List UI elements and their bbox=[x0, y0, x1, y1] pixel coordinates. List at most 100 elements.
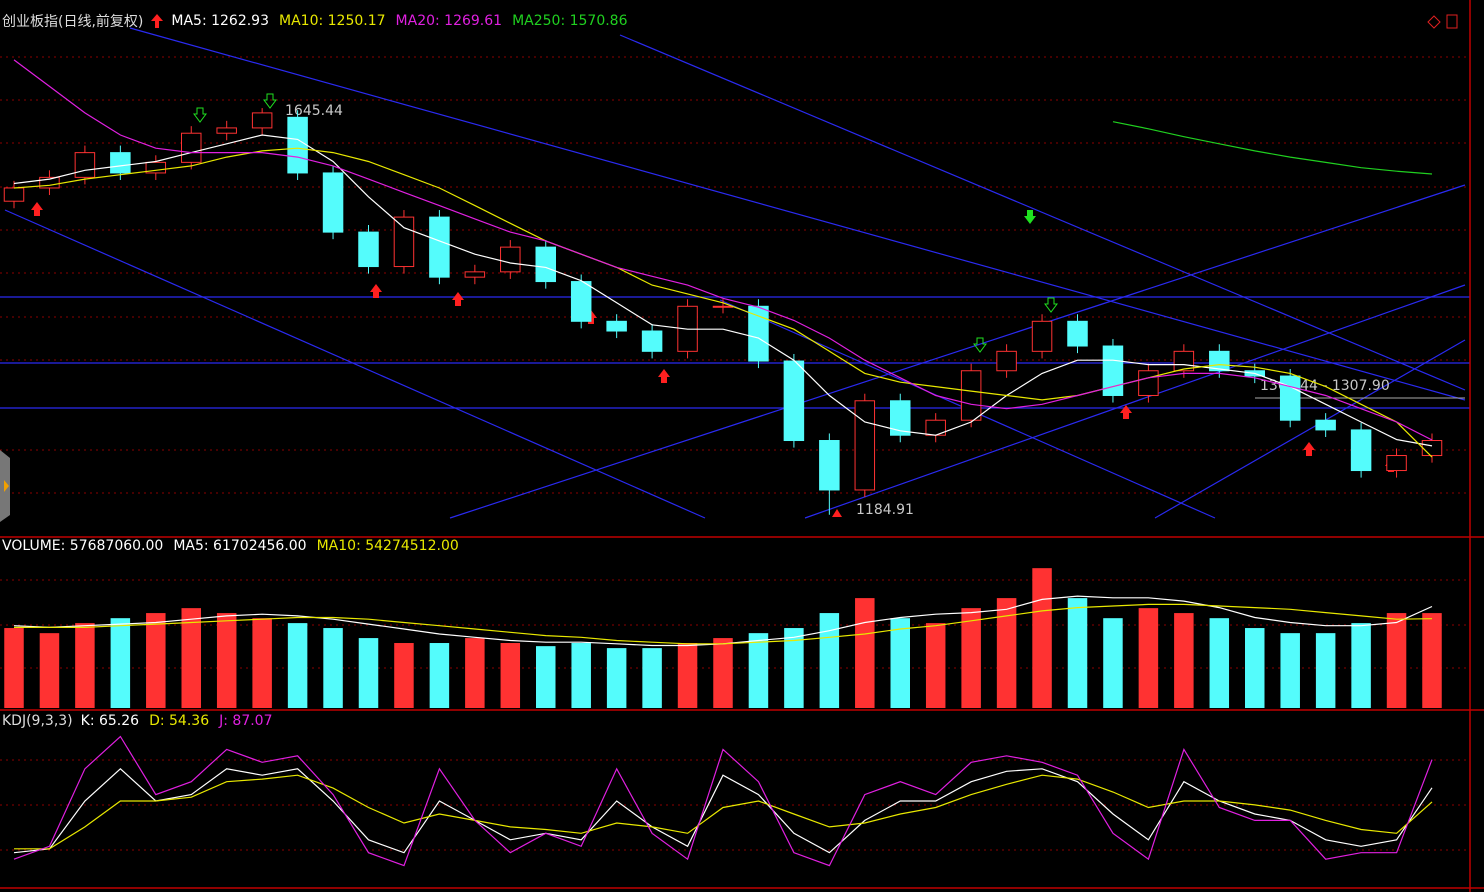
volume-bar bbox=[216, 613, 237, 708]
up-arrow-icon bbox=[151, 14, 164, 28]
volume-bar bbox=[1209, 618, 1230, 708]
line-series bbox=[14, 603, 1433, 645]
annotation: 1184.91 bbox=[856, 502, 914, 518]
candle-body bbox=[1386, 455, 1407, 472]
legend-entry: K: 65.26 bbox=[80, 713, 140, 729]
candle-body bbox=[181, 132, 202, 163]
candle-body bbox=[1173, 350, 1195, 372]
legend: K: 65.26 D: 54.36 J: 87.07 bbox=[81, 713, 273, 729]
side-tab-arrow bbox=[4, 480, 9, 492]
layout bbox=[0, 56, 1470, 851]
legend-entry: MA5: 61702456.00 bbox=[173, 538, 307, 554]
volume-bar bbox=[536, 646, 556, 708]
line-series bbox=[13, 147, 1433, 458]
volume-bar bbox=[110, 618, 131, 708]
legend-entry: MA10: 54274512.00 bbox=[316, 538, 459, 554]
legend: VOLUME: 57687060.00 MA5: 61702456.00 MA10:… bbox=[2, 538, 459, 554]
candle-body bbox=[1031, 320, 1053, 352]
candle-body bbox=[1102, 345, 1124, 396]
line-series bbox=[1112, 121, 1433, 175]
legend-entry: MA20: 1269.61 bbox=[395, 13, 503, 29]
candle-body bbox=[251, 112, 273, 129]
candle-body bbox=[358, 231, 379, 268]
kdj-legend: KDJ(9,3,3) K: 65.26 D: 54.36 J: 87.07 bbox=[2, 713, 272, 729]
line-series bbox=[13, 735, 1433, 867]
annotation: 1645.44 bbox=[285, 103, 343, 119]
candle-body bbox=[996, 350, 1017, 372]
candle-body bbox=[39, 176, 60, 189]
candle-body bbox=[145, 161, 167, 174]
candle-body bbox=[890, 400, 911, 436]
candle-body bbox=[1279, 375, 1301, 421]
volume-bar bbox=[855, 598, 875, 708]
candle-body bbox=[854, 400, 876, 491]
candle-body bbox=[570, 281, 592, 322]
line-series bbox=[13, 134, 1433, 447]
candle-body bbox=[429, 216, 450, 278]
volume-bar bbox=[784, 628, 804, 708]
signal-arrows bbox=[31, 93, 1397, 517]
volume-bar bbox=[4, 628, 24, 708]
legend-entry: D: 54.36 bbox=[149, 713, 210, 729]
volume-bar bbox=[323, 628, 343, 708]
line-series bbox=[14, 774, 1433, 850]
volume-bar bbox=[181, 608, 201, 708]
volume-bar bbox=[1032, 568, 1052, 708]
volume-bar bbox=[1067, 598, 1088, 708]
candle-body bbox=[500, 246, 521, 273]
candle-body bbox=[1067, 320, 1088, 347]
candle-body bbox=[783, 360, 805, 442]
volume-bar bbox=[39, 633, 60, 708]
volume-bar bbox=[713, 638, 733, 708]
candle-body bbox=[641, 330, 663, 352]
volume-bar bbox=[1245, 628, 1265, 708]
volume-bar bbox=[606, 648, 627, 708]
volume-bar bbox=[677, 643, 698, 708]
candle-body bbox=[110, 152, 131, 174]
volume-bar bbox=[394, 643, 414, 708]
volume-bar bbox=[1174, 613, 1194, 708]
volume-legend: VOLUME: 57687060.00 MA5: 61702456.00 MA10:… bbox=[2, 538, 459, 554]
volume-bar bbox=[252, 618, 272, 708]
candle-body bbox=[1421, 440, 1443, 457]
volume-bar bbox=[1351, 623, 1371, 708]
volume-bar bbox=[571, 643, 591, 708]
candle-body bbox=[1138, 370, 1159, 396]
volume-bar bbox=[287, 623, 308, 708]
legend: MA5: 1262.93 MA10: 1250.17 MA20: 1269.61 MA… bbox=[171, 13, 627, 29]
volume-bar bbox=[1280, 633, 1300, 708]
chart-title: KDJ(9,3,3) bbox=[2, 713, 73, 729]
volume-bar bbox=[996, 598, 1017, 708]
volume-bar bbox=[358, 638, 379, 708]
volume-bar bbox=[1103, 618, 1123, 708]
volume-bar bbox=[1138, 608, 1159, 708]
price-legend: 创业板指(日线,前复权) MA5: 1262.93 MA10: 1250.17 MA… bbox=[2, 11, 628, 31]
volume-bar bbox=[1386, 613, 1407, 708]
candle-body bbox=[748, 305, 769, 362]
chart-title: 创业板指(日线,前复权) bbox=[2, 14, 144, 30]
volume-bar bbox=[642, 648, 662, 708]
trend-lines bbox=[0, 27, 1470, 519]
legend-entry: MA10: 1250.17 bbox=[279, 13, 386, 29]
candle-body bbox=[535, 246, 556, 283]
candle-body bbox=[74, 152, 96, 178]
window-icons bbox=[1427, 14, 1458, 29]
legend-entry: VOLUME: 57687060.00 bbox=[2, 538, 164, 554]
candle-body bbox=[1350, 429, 1372, 472]
candle-body bbox=[712, 305, 734, 308]
volume-bar bbox=[465, 638, 485, 708]
volume-bar bbox=[890, 618, 910, 708]
volume-bar bbox=[819, 613, 840, 708]
legend-entry: J: 87.07 bbox=[219, 713, 273, 729]
line-series bbox=[13, 59, 1433, 441]
candle-body bbox=[287, 116, 308, 174]
candle-body bbox=[216, 127, 237, 134]
candle-body bbox=[322, 172, 344, 233]
volume-bar bbox=[1315, 633, 1336, 708]
candle-body bbox=[819, 440, 840, 491]
volume-bar bbox=[748, 633, 769, 708]
candle-body bbox=[3, 187, 25, 202]
